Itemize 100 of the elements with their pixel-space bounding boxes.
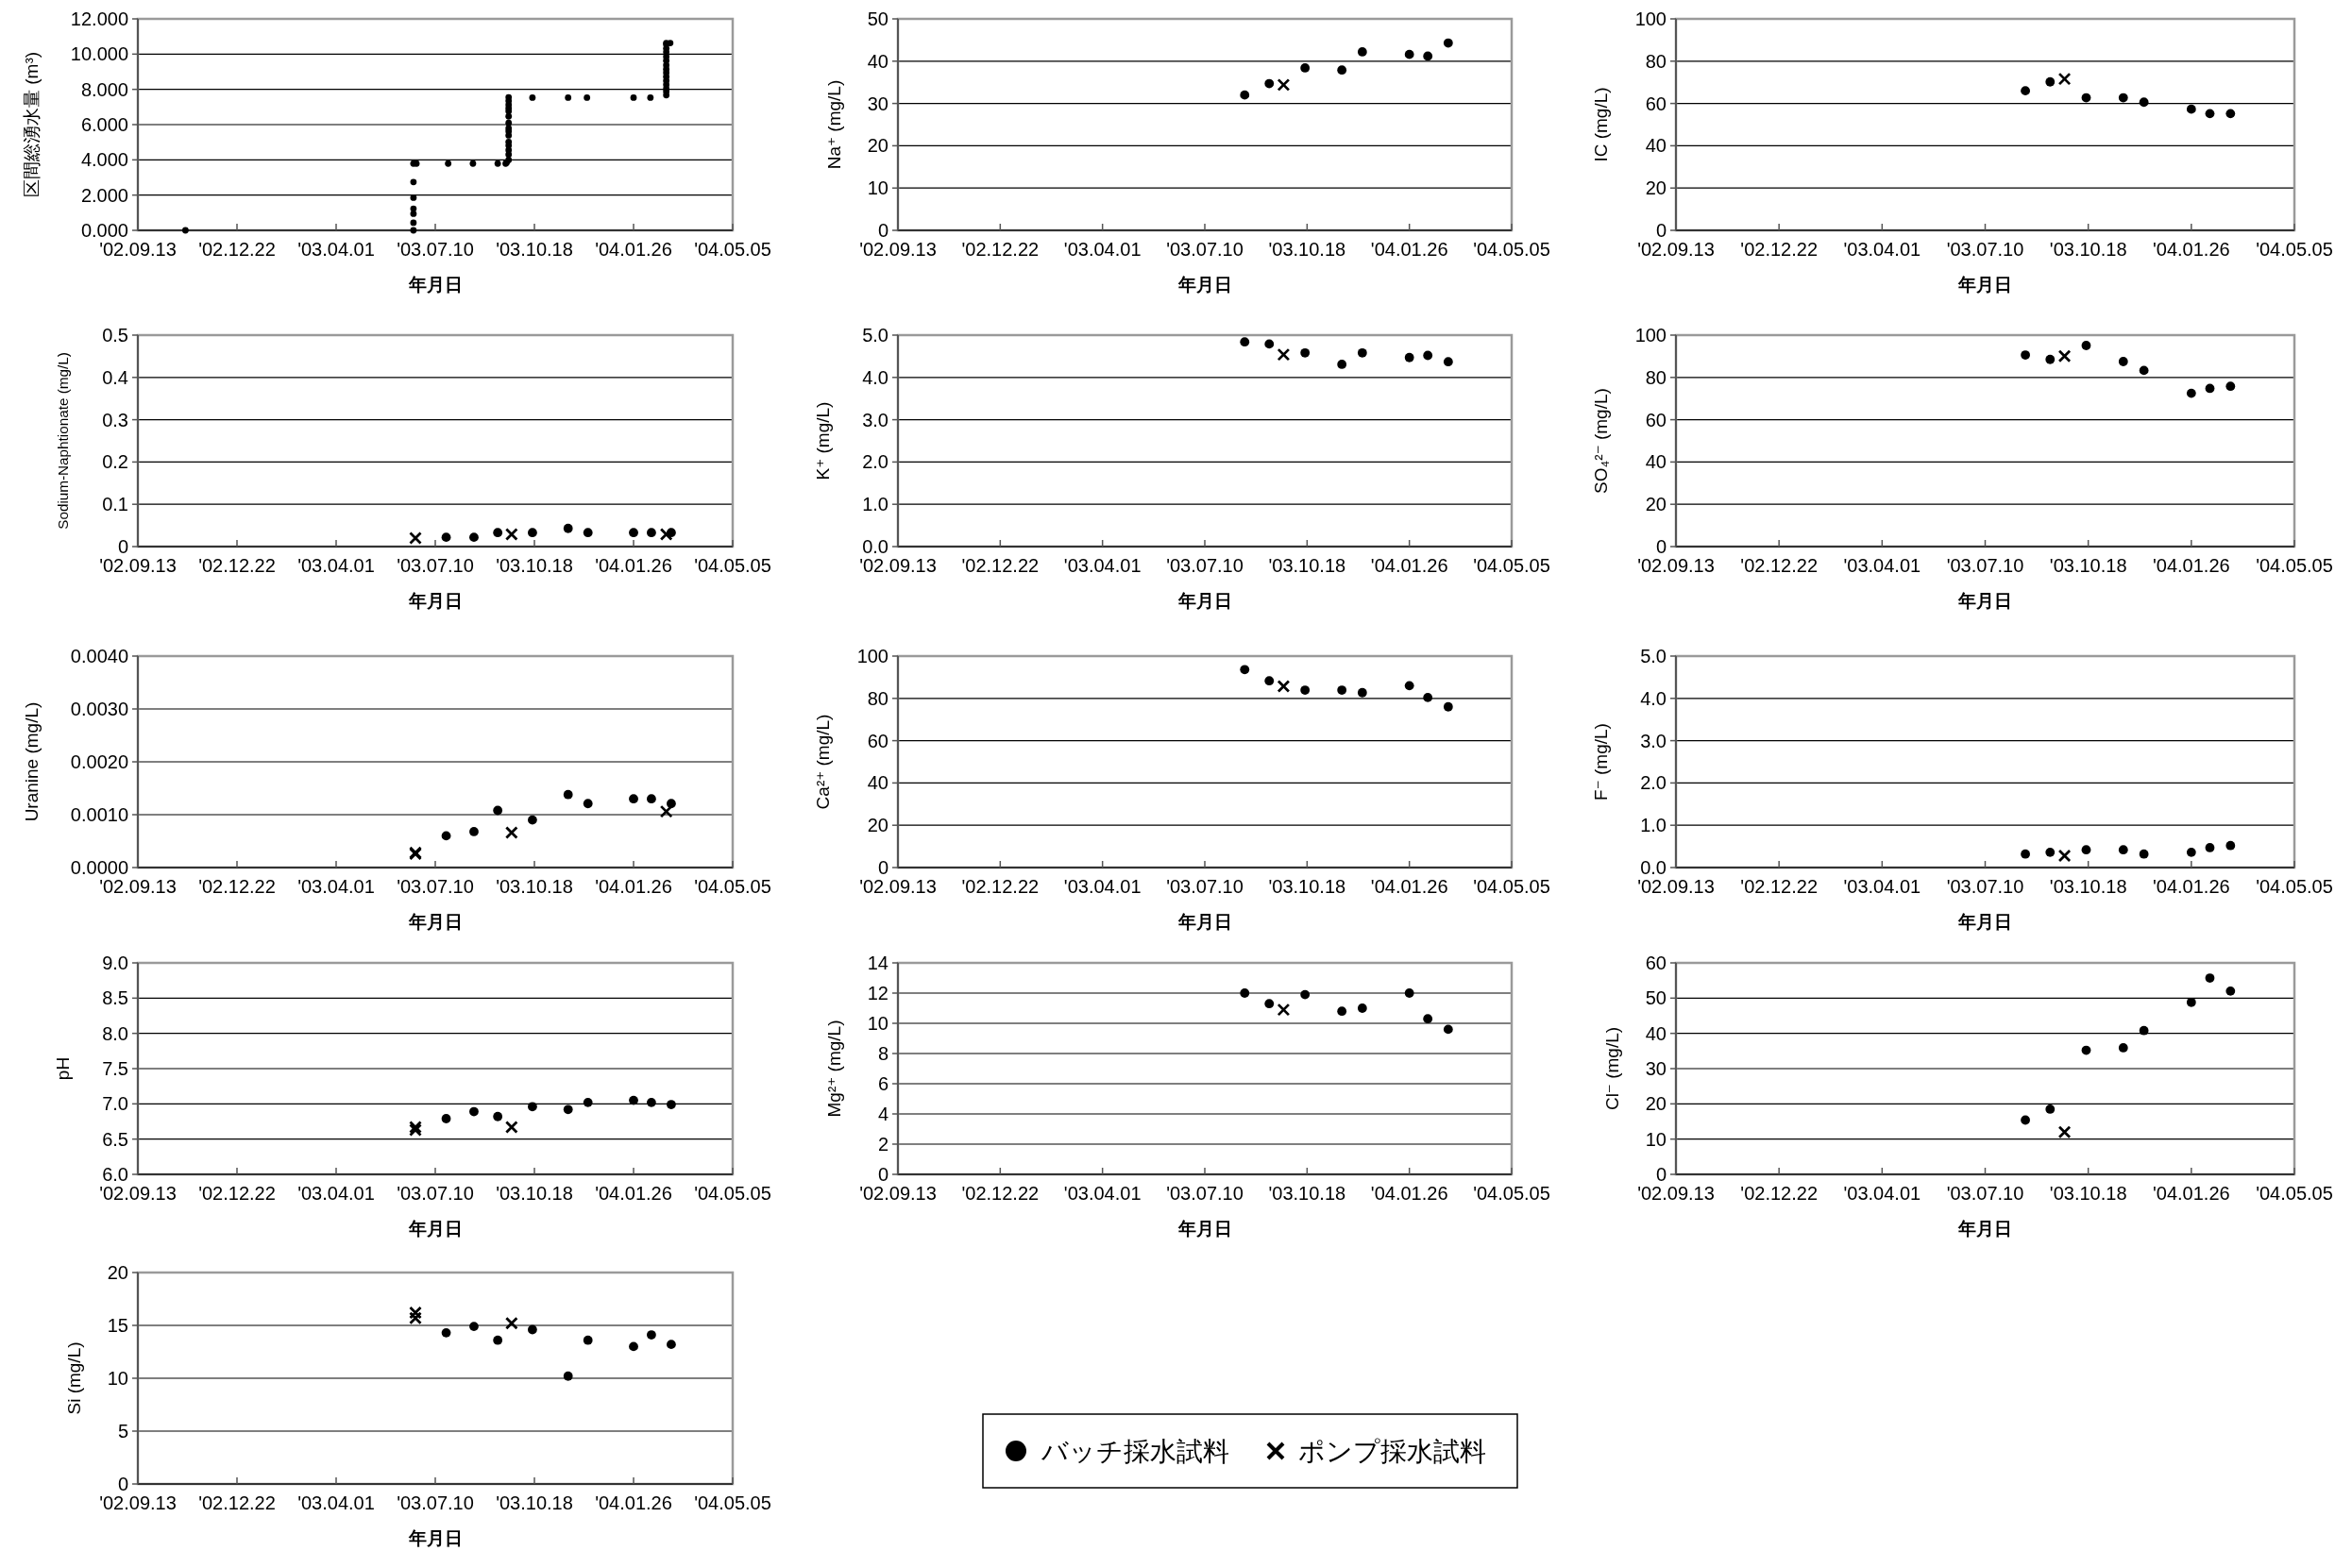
y-tick-label: 0 — [117, 536, 128, 557]
point — [505, 119, 513, 126]
x-tick-label: '03.07.10 — [397, 555, 474, 576]
x-tick-label: '04.05.05 — [2256, 555, 2333, 576]
x-tick-label: '03.10.18 — [496, 1492, 573, 1513]
x-tick-label: '03.07.10 — [397, 1492, 474, 1513]
point — [1337, 1006, 1347, 1017]
x-axis-title: 年月日 — [1957, 275, 2012, 295]
x-tick-label: '02.12.22 — [198, 876, 276, 897]
point — [1357, 1003, 1367, 1013]
x-tick-label: '03.10.18 — [2049, 239, 2127, 260]
x-tick-label: '04.01.26 — [595, 1492, 672, 1513]
y-tick-label: 20 — [1645, 1093, 1667, 1115]
point — [1443, 701, 1453, 712]
point — [441, 831, 451, 841]
x-tick-label: '04.01.26 — [2153, 1183, 2230, 1204]
y-tick-label: 0.0000 — [70, 857, 128, 878]
point — [2021, 1115, 2030, 1125]
point — [584, 94, 591, 101]
point — [410, 219, 417, 227]
point — [2205, 383, 2215, 394]
y-tick-label: 30 — [867, 93, 888, 114]
y-axis-title: SO₄²⁻ (mg/L) — [1590, 388, 1611, 494]
y-tick-label: 2.0 — [1640, 772, 1667, 794]
point — [2186, 388, 2196, 398]
y-tick-label: 2.000 — [80, 184, 128, 206]
y-tick-label: 20 — [1645, 177, 1667, 199]
y-axis-title: Si (mg/L) — [63, 1341, 84, 1415]
point — [410, 178, 417, 186]
y-tick-label: 15 — [107, 1315, 128, 1336]
y-tick-label: 0 — [877, 857, 888, 878]
point — [504, 826, 518, 839]
y-tick-label: 7.0 — [102, 1093, 128, 1115]
x-tick-label: '02.09.13 — [1637, 876, 1715, 897]
x-tick-label: '03.10.18 — [496, 876, 573, 897]
point — [1443, 357, 1453, 367]
point — [1277, 1003, 1291, 1017]
x-tick-label: '03.07.10 — [1946, 239, 2024, 260]
y-tick-label: 60 — [1645, 93, 1667, 114]
point — [2225, 381, 2236, 392]
y-tick-label: 60 — [867, 730, 888, 751]
point — [2186, 104, 2196, 114]
x-tick-label: '03.04.01 — [1843, 1183, 1921, 1204]
x-tick-label: '04.05.05 — [2256, 876, 2333, 897]
x-axis-title: 年月日 — [1957, 591, 2012, 611]
x-tick-label: '02.09.13 — [859, 239, 937, 260]
point — [629, 528, 638, 538]
point — [565, 94, 572, 101]
x-axis-title: 年月日 — [1176, 1219, 1232, 1239]
y-tick-label: 60 — [1645, 953, 1667, 973]
y-tick-label: 100 — [856, 646, 888, 666]
x-axis-title: 年月日 — [407, 1528, 463, 1548]
point — [2057, 349, 2072, 363]
y-tick-label: 0 — [117, 1474, 128, 1494]
point — [2057, 849, 2072, 863]
x-tick-label: '04.01.26 — [1370, 555, 1448, 576]
point — [1300, 989, 1311, 1000]
point — [409, 1311, 422, 1325]
x-tick-label: '03.07.10 — [1946, 555, 2024, 576]
y-tick-label: 0 — [1655, 1164, 1667, 1185]
point — [1264, 78, 1275, 89]
y-tick-label: 0 — [877, 220, 888, 241]
y-tick-label: 12 — [867, 983, 888, 1003]
point — [647, 1097, 656, 1107]
x-tick-label: '03.04.01 — [1063, 876, 1142, 897]
x-tick-label: '04.01.26 — [595, 239, 672, 260]
point — [1240, 90, 1250, 100]
point — [2045, 76, 2056, 87]
y-tick-label: 10 — [1645, 1128, 1667, 1150]
point — [1240, 988, 1250, 998]
x-tick-label: '02.12.22 — [1740, 239, 1818, 260]
point — [1423, 350, 1433, 361]
y-tick-label: 6.000 — [80, 114, 128, 135]
point — [528, 528, 537, 538]
point — [504, 1121, 518, 1134]
point — [2081, 845, 2091, 855]
point — [1264, 339, 1275, 349]
point — [469, 160, 477, 167]
x-tick-label: '03.04.01 — [1063, 239, 1142, 260]
x-tick-label: '02.12.22 — [961, 555, 1040, 576]
x-tick-label: '04.01.26 — [1370, 876, 1448, 897]
y-tick-label: 6.5 — [102, 1128, 128, 1150]
point — [1240, 337, 1250, 347]
point — [1337, 685, 1347, 695]
y-axis-title: Uranine (mg/L) — [21, 701, 42, 822]
point — [2205, 843, 2215, 852]
y-tick-label: 1.0 — [862, 494, 888, 515]
x-tick-label: '04.05.05 — [2256, 239, 2333, 260]
y-tick-label: 50 — [1645, 987, 1667, 1009]
y-tick-label: 2 — [877, 1134, 888, 1155]
point — [630, 94, 637, 101]
point — [2225, 986, 2236, 996]
y-tick-label: 20 — [867, 135, 888, 157]
y-tick-label: 5 — [117, 1421, 128, 1442]
x-tick-label: '04.01.26 — [1370, 239, 1448, 260]
y-tick-label: 4 — [877, 1104, 888, 1124]
point — [505, 93, 513, 101]
point — [659, 528, 673, 541]
x-tick-label: '02.12.22 — [198, 239, 276, 260]
point — [2118, 357, 2128, 366]
